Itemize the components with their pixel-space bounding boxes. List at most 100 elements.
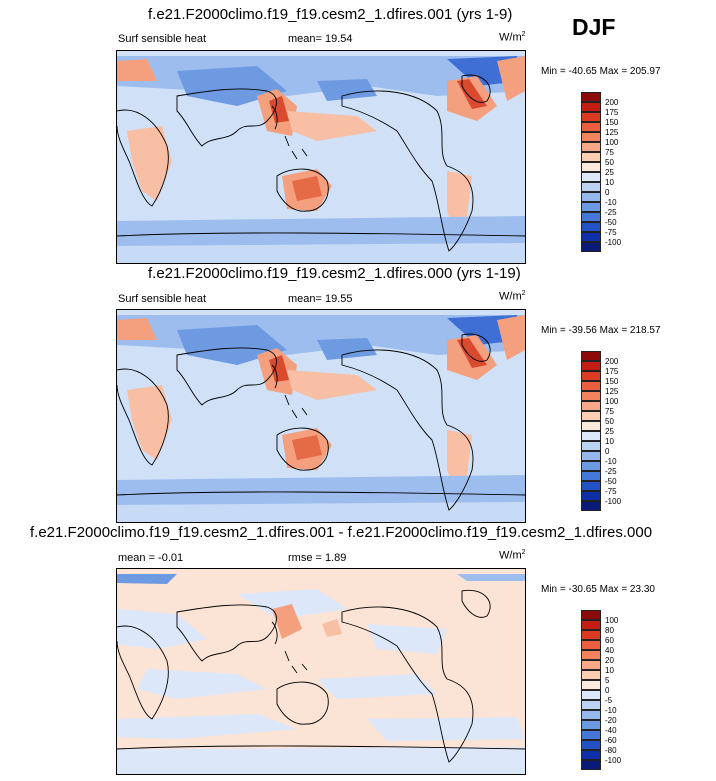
panel-2-map xyxy=(116,309,526,523)
colorbar-swatch xyxy=(581,351,601,361)
colorbar-swatch xyxy=(581,172,601,182)
colorbar-tick-label: -100 xyxy=(605,755,622,765)
colorbar-tick-label: 75 xyxy=(605,406,614,416)
panel-1-map-canvas xyxy=(117,51,525,263)
colorbar-tick-label: 50 xyxy=(605,157,614,167)
colorbar-tick-label: -100 xyxy=(605,237,622,247)
season-label: DJF xyxy=(572,14,616,40)
colorbar-swatch xyxy=(581,361,601,371)
colorbar-swatch xyxy=(581,222,601,232)
colorbar-tick-label: -50 xyxy=(605,217,617,227)
colorbar-swatch xyxy=(581,122,601,132)
panel-3-title: f.e21.F2000climo.f19_f19.cesm2_1.dfires.… xyxy=(30,524,653,541)
colorbar-swatch xyxy=(581,212,601,222)
colorbar-swatch xyxy=(581,152,601,162)
colorbar-swatch xyxy=(581,202,601,212)
colorbar-swatch xyxy=(581,660,601,670)
colorbar-tick-label: 10 xyxy=(605,665,614,675)
panel-3-mean-label: mean = -0.01 xyxy=(118,552,184,564)
panel-1-colorbar xyxy=(581,92,601,252)
panel-2-minmax: Min = -39.56 Max = 218.57 xyxy=(541,325,661,336)
colorbar-tick-label: -20 xyxy=(605,715,617,725)
colorbar-tick-label: 25 xyxy=(605,426,614,436)
colorbar-swatch xyxy=(581,491,601,501)
colorbar-tick-label: -80 xyxy=(605,745,617,755)
panel-1-variable-label: Surf sensible heat xyxy=(118,33,207,45)
panel-3-map xyxy=(116,568,526,775)
colorbar-swatch xyxy=(581,92,601,102)
colorbar-swatch xyxy=(581,610,601,620)
colorbar-swatch xyxy=(581,142,601,152)
colorbar-swatch xyxy=(581,710,601,720)
colorbar-tick-label: 200 xyxy=(605,356,619,366)
panel-2-colorbar xyxy=(581,351,601,511)
panel-3-colorbar xyxy=(581,610,601,770)
colorbar-swatch xyxy=(581,700,601,710)
colorbar-swatch xyxy=(581,132,601,142)
colorbar-tick-label: 0 xyxy=(605,446,610,456)
colorbar-tick-label: 0 xyxy=(605,685,610,695)
colorbar-swatch xyxy=(581,391,601,401)
colorbar-swatch xyxy=(581,401,601,411)
panel-2-unit: W/m2 xyxy=(499,290,526,303)
panel-3-minmax: Min = -30.65 Max = 23.30 xyxy=(541,584,655,595)
colorbar-tick-label: 200 xyxy=(605,97,619,107)
colorbar-tick-label: 125 xyxy=(605,386,619,396)
colorbar-tick-label: -10 xyxy=(605,705,617,715)
panel-1-map xyxy=(116,50,526,264)
colorbar-tick-label: 175 xyxy=(605,107,619,117)
panel-1-title: f.e21.F2000climo.f19_f19.cesm2_1.dfires.… xyxy=(148,6,513,23)
colorbar-tick-label: 100 xyxy=(605,137,619,147)
colorbar-swatch xyxy=(581,481,601,491)
colorbar-swatch xyxy=(581,421,601,431)
colorbar-tick-label: -40 xyxy=(605,725,617,735)
colorbar-swatch xyxy=(581,650,601,660)
colorbar-tick-label: -60 xyxy=(605,735,617,745)
colorbar-tick-label: -10 xyxy=(605,456,617,466)
colorbar-tick-label: 100 xyxy=(605,615,619,625)
panel-1-minmax: Min = -40.65 Max = 205.97 xyxy=(541,66,661,77)
colorbar-swatch xyxy=(581,411,601,421)
colorbar-tick-label: -50 xyxy=(605,476,617,486)
colorbar-swatch xyxy=(581,441,601,451)
panel-2-variable-label: Surf sensible heat xyxy=(118,293,207,305)
colorbar-tick-label: 60 xyxy=(605,635,614,645)
colorbar-swatch xyxy=(581,461,601,471)
colorbar-tick-label: 25 xyxy=(605,167,614,177)
colorbar-tick-label: 40 xyxy=(605,645,614,655)
colorbar-swatch xyxy=(581,192,601,202)
panel-1-unit: W/m2 xyxy=(499,31,526,44)
colorbar-swatch xyxy=(581,730,601,740)
colorbar-swatch xyxy=(581,760,601,770)
colorbar-swatch xyxy=(581,720,601,730)
colorbar-tick-label: 50 xyxy=(605,416,614,426)
colorbar-swatch xyxy=(581,750,601,760)
colorbar-swatch xyxy=(581,670,601,680)
colorbar-swatch xyxy=(581,162,601,172)
colorbar-swatch xyxy=(581,501,601,511)
colorbar-swatch xyxy=(581,471,601,481)
panel-3-rmse-label: rmse = 1.89 xyxy=(288,552,347,564)
panel-3-map-canvas xyxy=(117,569,525,774)
colorbar-swatch xyxy=(581,112,601,122)
colorbar-swatch xyxy=(581,381,601,391)
colorbar-swatch xyxy=(581,371,601,381)
panel-2-map-canvas xyxy=(117,310,525,522)
colorbar-tick-label: 10 xyxy=(605,436,614,446)
colorbar-tick-label: -75 xyxy=(605,227,617,237)
panel-3-unit: W/m2 xyxy=(499,549,526,562)
colorbar-tick-label: -10 xyxy=(605,197,617,207)
colorbar-tick-label: -25 xyxy=(605,207,617,217)
colorbar-tick-label: -5 xyxy=(605,695,613,705)
colorbar-tick-label: 5 xyxy=(605,675,610,685)
colorbar-tick-label: -100 xyxy=(605,496,622,506)
colorbar-swatch xyxy=(581,232,601,242)
colorbar-swatch xyxy=(581,640,601,650)
colorbar-tick-label: 175 xyxy=(605,366,619,376)
panel-2-title: f.e21.F2000climo.f19_f19.cesm2_1.dfires.… xyxy=(148,265,521,282)
colorbar-tick-label: 75 xyxy=(605,147,614,157)
colorbar-swatch xyxy=(581,620,601,630)
colorbar-tick-label: 10 xyxy=(605,177,614,187)
colorbar-tick-label: 150 xyxy=(605,117,619,127)
colorbar-tick-label: 0 xyxy=(605,187,610,197)
